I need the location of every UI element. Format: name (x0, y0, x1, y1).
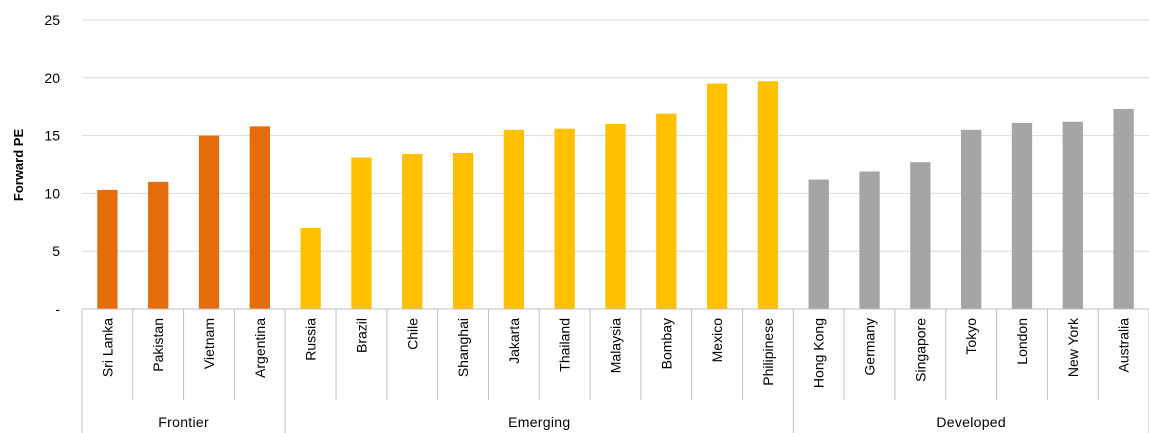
x-axis: Sri Lanka Pakistan Vietnam Argentina Frontie… (81, 308, 1149, 433)
bar-australia (1113, 109, 1134, 310)
bar-germany (859, 171, 880, 309)
x-tick-label: Russia (303, 318, 319, 361)
bar-thailand (554, 128, 575, 309)
x-tick-label: Vietnam (201, 318, 217, 369)
x-group-label: Frontier (158, 414, 209, 430)
x-tick-label: Hong Kong (811, 318, 827, 388)
x-tick-label: Brazil (353, 318, 369, 353)
bar-philipinese (757, 81, 779, 309)
y-tick-label: 20 (44, 70, 60, 86)
x-group-label: Emerging (508, 414, 570, 430)
bar-bombay (656, 113, 677, 309)
x-tick-label: London (1014, 318, 1030, 365)
x-tick-label: Chile (404, 318, 420, 350)
x-tick-label: Pakistan (150, 318, 166, 372)
bar-chile (402, 154, 423, 309)
x-tick-label: Shanghai (455, 318, 471, 377)
x-tick-label: Argentina (252, 318, 268, 378)
x-tick-label: Thailand (557, 318, 573, 372)
x-tick-label: Tokyo (963, 318, 979, 355)
bar-malaysia (605, 124, 626, 309)
x-tick-label: Philipinese (760, 318, 776, 386)
bar-russia (300, 228, 321, 309)
x-tick-label: Mexico (709, 318, 725, 363)
bar-brazil (351, 157, 372, 309)
y-axis: - 5 10 15 20 25 (44, 12, 60, 317)
bar-singapore (910, 162, 931, 309)
x-tick-label: Jakarta (506, 318, 522, 364)
y-tick-label: 15 (44, 128, 60, 144)
bar-hong-kong (808, 179, 829, 309)
bars (97, 81, 1134, 310)
x-tick-label: New York (1065, 317, 1081, 377)
bar-pakistan (148, 181, 169, 309)
bar-mexico (706, 83, 728, 309)
x-tick-label: Malaysia (608, 318, 624, 373)
x-group-label: Developed (936, 414, 1006, 430)
y-tick-label: 10 (44, 185, 60, 201)
y-tick-label: 25 (44, 12, 60, 28)
bar-argentina (249, 126, 270, 310)
y-axis-title: Forward PE (11, 129, 26, 202)
x-tick-label: Sri Lanka (99, 318, 115, 377)
bar-london (1011, 122, 1033, 309)
bar-shanghai (452, 152, 474, 309)
x-tick-label: Germany (862, 318, 878, 376)
y-tick-label: 5 (52, 243, 60, 259)
x-tick-label: Singapore (912, 318, 928, 382)
x-tick-label: Bombay (658, 318, 674, 369)
bar-vietnam (198, 135, 220, 309)
bar-new-york (1062, 121, 1083, 309)
bar-jakarta (503, 129, 525, 309)
bar-tokyo (961, 129, 982, 309)
y-tick-label: - (55, 301, 60, 317)
bar-sri-lanka (97, 189, 118, 309)
x-tick-label: Australia (1116, 318, 1132, 373)
